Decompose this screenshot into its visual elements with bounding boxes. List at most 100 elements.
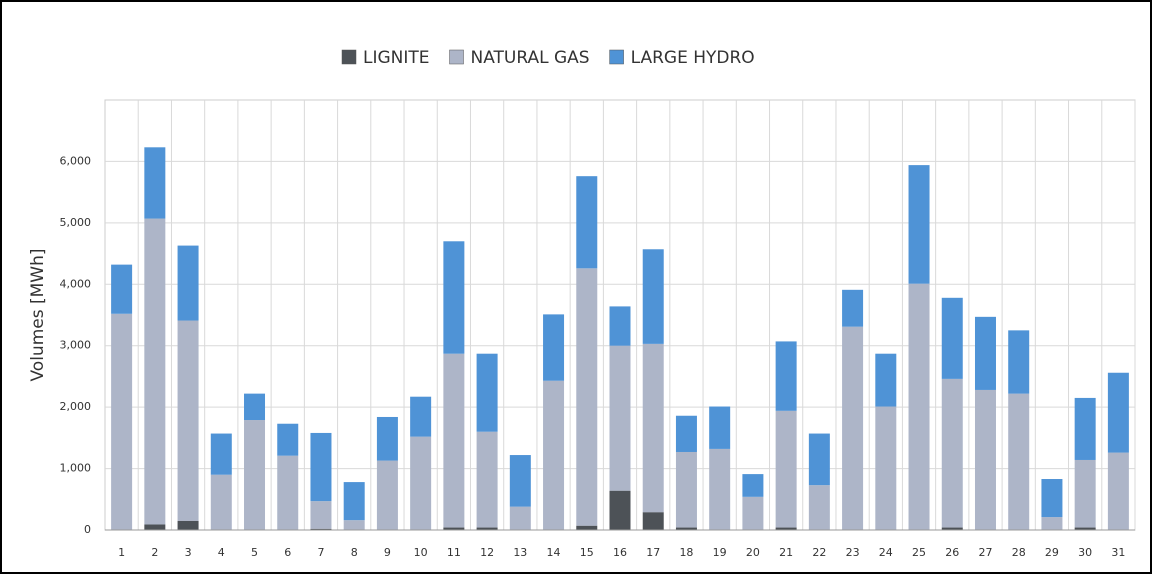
bar-segment [144, 147, 166, 219]
x-tick-label: 4 [218, 546, 225, 559]
bar-segment [343, 482, 365, 521]
bar-segment [576, 525, 598, 530]
x-tick-label: 20 [746, 546, 760, 559]
bar-segment [1008, 330, 1030, 394]
bar-segment [144, 218, 166, 525]
legend-swatch [609, 49, 624, 65]
bar-segment [941, 297, 963, 379]
bar-segment [244, 393, 266, 421]
bar-segment [974, 316, 996, 390]
y-tick-label: 1,000 [60, 462, 92, 475]
y-tick-label: 6,000 [60, 154, 92, 167]
x-tick-label: 5 [251, 546, 258, 559]
x-tick-label: 26 [945, 546, 959, 559]
x-tick-label: 7 [317, 546, 324, 559]
legend-label: LARGE HYDRO [631, 48, 755, 68]
bar-segment [875, 353, 897, 407]
y-tick-label: 0 [84, 523, 91, 536]
bar-segment [742, 496, 764, 530]
bar-segment [609, 306, 631, 346]
bar-segment [642, 343, 664, 513]
legend-label: LIGNITE [363, 48, 430, 68]
x-tick-label: 15 [580, 546, 594, 559]
bar-segment [1074, 527, 1096, 530]
bar-segment [177, 520, 199, 530]
bar-segment [675, 451, 697, 528]
bar-segment [709, 406, 731, 449]
bar-segment [1107, 372, 1129, 453]
x-tick-label: 22 [812, 546, 826, 559]
bar-segment [509, 506, 531, 530]
bar-segment [642, 512, 664, 530]
bar-segment [310, 528, 332, 530]
x-tick-label: 31 [1111, 546, 1125, 559]
bar-segment [908, 283, 930, 530]
bar-segment [1041, 517, 1063, 530]
bar-segment [808, 433, 830, 486]
bar-segment [410, 396, 432, 437]
bar-segment [842, 289, 864, 327]
bar-segment [742, 474, 764, 497]
bar-segment [343, 520, 365, 530]
bar-segment [443, 527, 465, 530]
bar-segment [609, 345, 631, 491]
bar-segment [908, 165, 930, 284]
bar-segment [808, 485, 830, 530]
x-tick-label: 29 [1045, 546, 1059, 559]
bar-segment [476, 431, 498, 528]
bar-segment [476, 353, 498, 432]
x-tick-label: 27 [978, 546, 992, 559]
bar-segment [543, 314, 565, 381]
y-tick-label: 5,000 [60, 216, 92, 229]
bar-segment [543, 380, 565, 530]
bar-segment [310, 501, 332, 529]
x-tick-label: 9 [384, 546, 391, 559]
x-tick-label: 16 [613, 546, 627, 559]
x-tick-label: 14 [547, 546, 561, 559]
bar-segment [111, 313, 133, 530]
x-tick-label: 1 [118, 546, 125, 559]
x-tick-label: 24 [879, 546, 893, 559]
bar-segment [642, 249, 664, 344]
bar-segment [410, 436, 432, 530]
bar-segment [376, 416, 398, 461]
x-tick-label: 13 [513, 546, 527, 559]
x-tick-label: 10 [414, 546, 428, 559]
bar-segment [974, 389, 996, 530]
bar-segment [875, 406, 897, 530]
bar-segment [1041, 479, 1063, 518]
bar-segment [443, 353, 465, 528]
x-tick-label: 18 [679, 546, 693, 559]
bar-segment [941, 378, 963, 528]
y-axis-label: Volumes [MWh] [28, 248, 48, 381]
legend: LIGNITE NATURAL GAS LARGE HYDRO [341, 48, 755, 68]
bar-segment [576, 176, 598, 269]
x-tick-label: 2 [151, 546, 158, 559]
x-tick-label: 30 [1078, 546, 1092, 559]
x-tick-label: 3 [185, 546, 192, 559]
y-tick-label: 2,000 [60, 400, 92, 413]
bar-segment [376, 460, 398, 530]
bar-segment [111, 264, 133, 314]
x-tick-label: 8 [351, 546, 358, 559]
bar-segment [210, 474, 232, 530]
bar-segment [177, 245, 199, 321]
legend-swatch [341, 49, 357, 65]
x-tick-label: 25 [912, 546, 926, 559]
legend-swatch [449, 49, 464, 65]
bar-segment [941, 527, 963, 530]
x-tick-label: 19 [713, 546, 727, 559]
bar-segment [310, 432, 332, 502]
bar-segment [476, 527, 498, 530]
x-tick-label: 21 [779, 546, 793, 559]
bar-segment [1008, 393, 1030, 530]
bar-segment [842, 326, 864, 530]
bar-segment [1074, 459, 1096, 528]
bar-segment [177, 320, 199, 521]
bar-segment [244, 420, 266, 530]
bar-segment [775, 410, 797, 528]
bar-segment [675, 415, 697, 452]
bar-segment [210, 433, 232, 475]
bar-segment [144, 524, 166, 530]
